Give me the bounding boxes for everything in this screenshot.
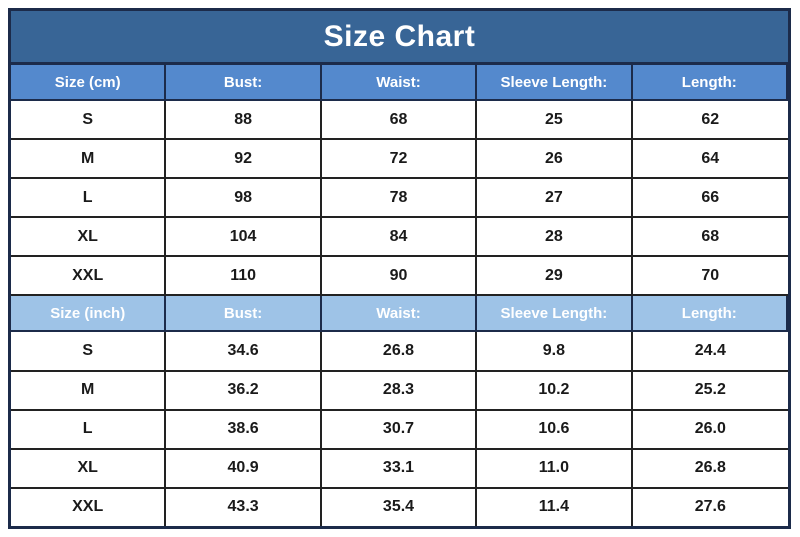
value-cell: 25	[477, 101, 633, 141]
value-cell: 27	[477, 179, 633, 219]
size-cell: XL	[11, 218, 167, 258]
size-cell: S	[11, 101, 167, 141]
value-cell: 70	[632, 257, 788, 297]
value-cell: 104	[166, 218, 322, 258]
size-cell: L	[11, 179, 167, 219]
value-cell: 110	[166, 257, 322, 297]
size-chart-table: Size Chart Size (cm) Bust: Waist: Sleeve Le…	[8, 8, 791, 529]
header-cell: Length:	[632, 296, 788, 333]
value-cell: 11.4	[477, 488, 633, 526]
value-cell: 84	[321, 218, 478, 258]
size-cell: XL	[11, 449, 167, 489]
value-cell: 43.3	[166, 488, 322, 526]
size-cell: M	[11, 140, 167, 180]
header-cell: Bust:	[166, 296, 322, 333]
table-row: XXL 110 90 29 70	[11, 257, 788, 297]
value-cell: 92	[166, 140, 322, 180]
value-cell: 30.7	[321, 410, 478, 450]
value-cell: 78	[321, 179, 478, 219]
value-cell: 33.1	[321, 449, 478, 489]
value-cell: 66	[632, 179, 788, 219]
value-cell: 62	[632, 101, 788, 141]
header-cell: Sleeve Length:	[477, 65, 633, 101]
value-cell: 90	[321, 257, 478, 297]
header-cell-size-cm: Size (cm)	[11, 65, 167, 101]
value-cell: 24.4	[632, 332, 788, 372]
chart-title: Size Chart	[11, 11, 788, 65]
value-cell: 72	[321, 140, 478, 180]
value-cell: 9.8	[477, 332, 633, 372]
value-cell: 35.4	[321, 488, 478, 526]
value-cell: 88	[166, 101, 322, 141]
table-row: S 88 68 25 62	[11, 101, 788, 141]
value-cell: 34.6	[166, 332, 322, 372]
table-row: XL 40.9 33.1 11.0 26.8	[11, 449, 788, 489]
value-cell: 64	[632, 140, 788, 180]
size-cell: L	[11, 410, 167, 450]
size-cell: M	[11, 371, 167, 411]
size-cell: S	[11, 332, 167, 372]
value-cell: 38.6	[166, 410, 322, 450]
value-cell: 28.3	[321, 371, 478, 411]
value-cell: 29	[477, 257, 633, 297]
header-cell: Waist:	[321, 296, 478, 333]
header-cell: Waist:	[321, 65, 478, 101]
size-cell: XXL	[11, 488, 167, 526]
value-cell: 28	[477, 218, 633, 258]
header-row-cm: Size (cm) Bust: Waist: Sleeve Length: Length…	[11, 65, 788, 101]
table-row: XXL 43.3 35.4 11.4 27.6	[11, 488, 788, 526]
table-row: L 98 78 27 66	[11, 179, 788, 219]
table-row: S 34.6 26.8 9.8 24.4	[11, 332, 788, 372]
value-cell: 26.8	[321, 332, 478, 372]
value-cell: 27.6	[632, 488, 788, 526]
header-cell: Length:	[632, 65, 788, 101]
value-cell: 11.0	[477, 449, 633, 489]
header-cell: Bust:	[166, 65, 322, 101]
table-row: M 36.2 28.3 10.2 25.2	[11, 371, 788, 411]
table-row: L 38.6 30.7 10.6 26.0	[11, 410, 788, 450]
value-cell: 10.2	[477, 371, 633, 411]
header-row-inch: Size (inch) Bust: Waist: Sleeve Length: Leng…	[11, 296, 788, 333]
value-cell: 26.8	[632, 449, 788, 489]
header-cell: Sleeve Length:	[477, 296, 633, 333]
value-cell: 68	[632, 218, 788, 258]
header-cell-size-inch: Size (inch)	[11, 296, 167, 333]
value-cell: 26	[477, 140, 633, 180]
value-cell: 98	[166, 179, 322, 219]
size-cell: XXL	[11, 257, 167, 297]
value-cell: 25.2	[632, 371, 788, 411]
value-cell: 36.2	[166, 371, 322, 411]
value-cell: 40.9	[166, 449, 322, 489]
table-body: Size (cm) Bust: Waist: Sleeve Length: Length…	[11, 65, 788, 526]
value-cell: 26.0	[632, 410, 788, 450]
table-row: XL 104 84 28 68	[11, 218, 788, 258]
value-cell: 68	[321, 101, 478, 141]
value-cell: 10.6	[477, 410, 633, 450]
table-row: M 92 72 26 64	[11, 140, 788, 180]
